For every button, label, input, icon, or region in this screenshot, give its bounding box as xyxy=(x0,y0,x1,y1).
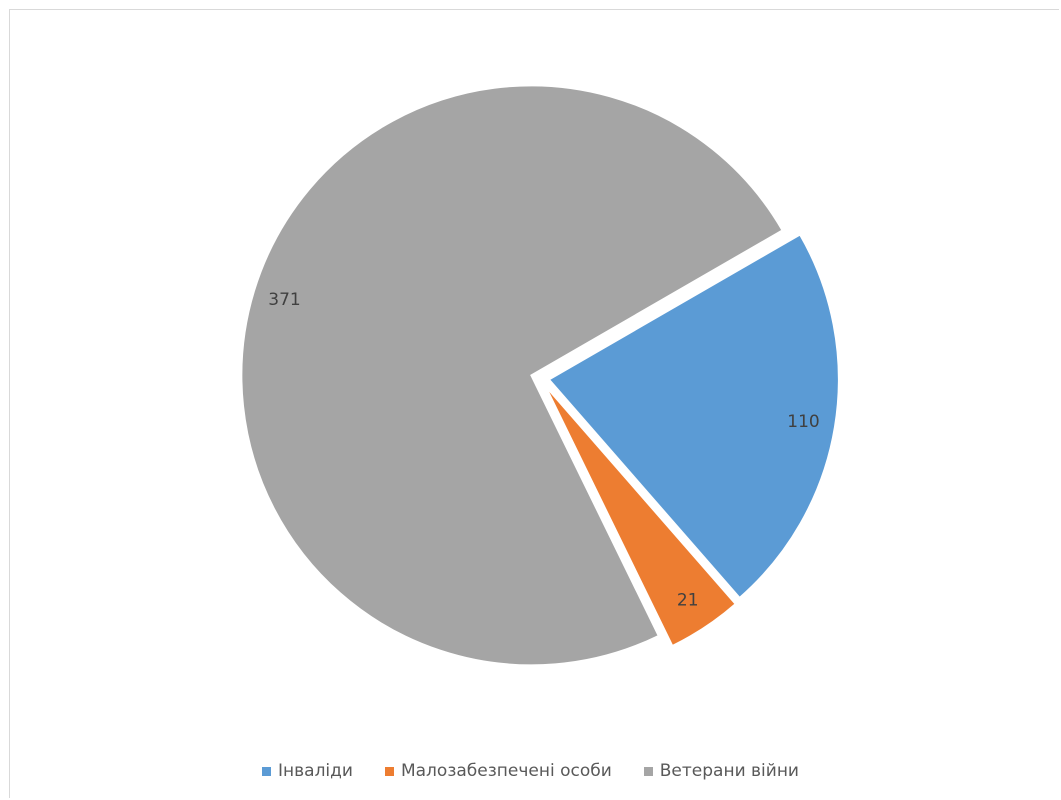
pie-slice-1 xyxy=(547,233,840,600)
legend-item-3: Ветерани війни xyxy=(643,761,799,781)
data-label-3: 371 xyxy=(268,290,300,310)
legend-label-1: Інваліди xyxy=(278,761,353,781)
legend-label-3: Ветерани війни xyxy=(659,761,799,781)
pie-slice-2 xyxy=(544,384,738,648)
legend: Інваліди Малозабезпечені особи Ветерани ві… xyxy=(0,757,1061,785)
legend-label-2: Малозабезпечені особи xyxy=(400,761,612,781)
pie-slice-3 xyxy=(240,84,784,667)
data-label-1: 110 xyxy=(787,412,819,432)
legend-item-1: Інваліди xyxy=(262,761,353,781)
data-label-2: 21 xyxy=(677,591,699,611)
legend-swatch-1 xyxy=(262,766,271,776)
legend-swatch-3 xyxy=(643,766,653,776)
legend-swatch-2 xyxy=(384,766,394,776)
legend-item-2: Малозабезпечені особи xyxy=(384,761,612,781)
